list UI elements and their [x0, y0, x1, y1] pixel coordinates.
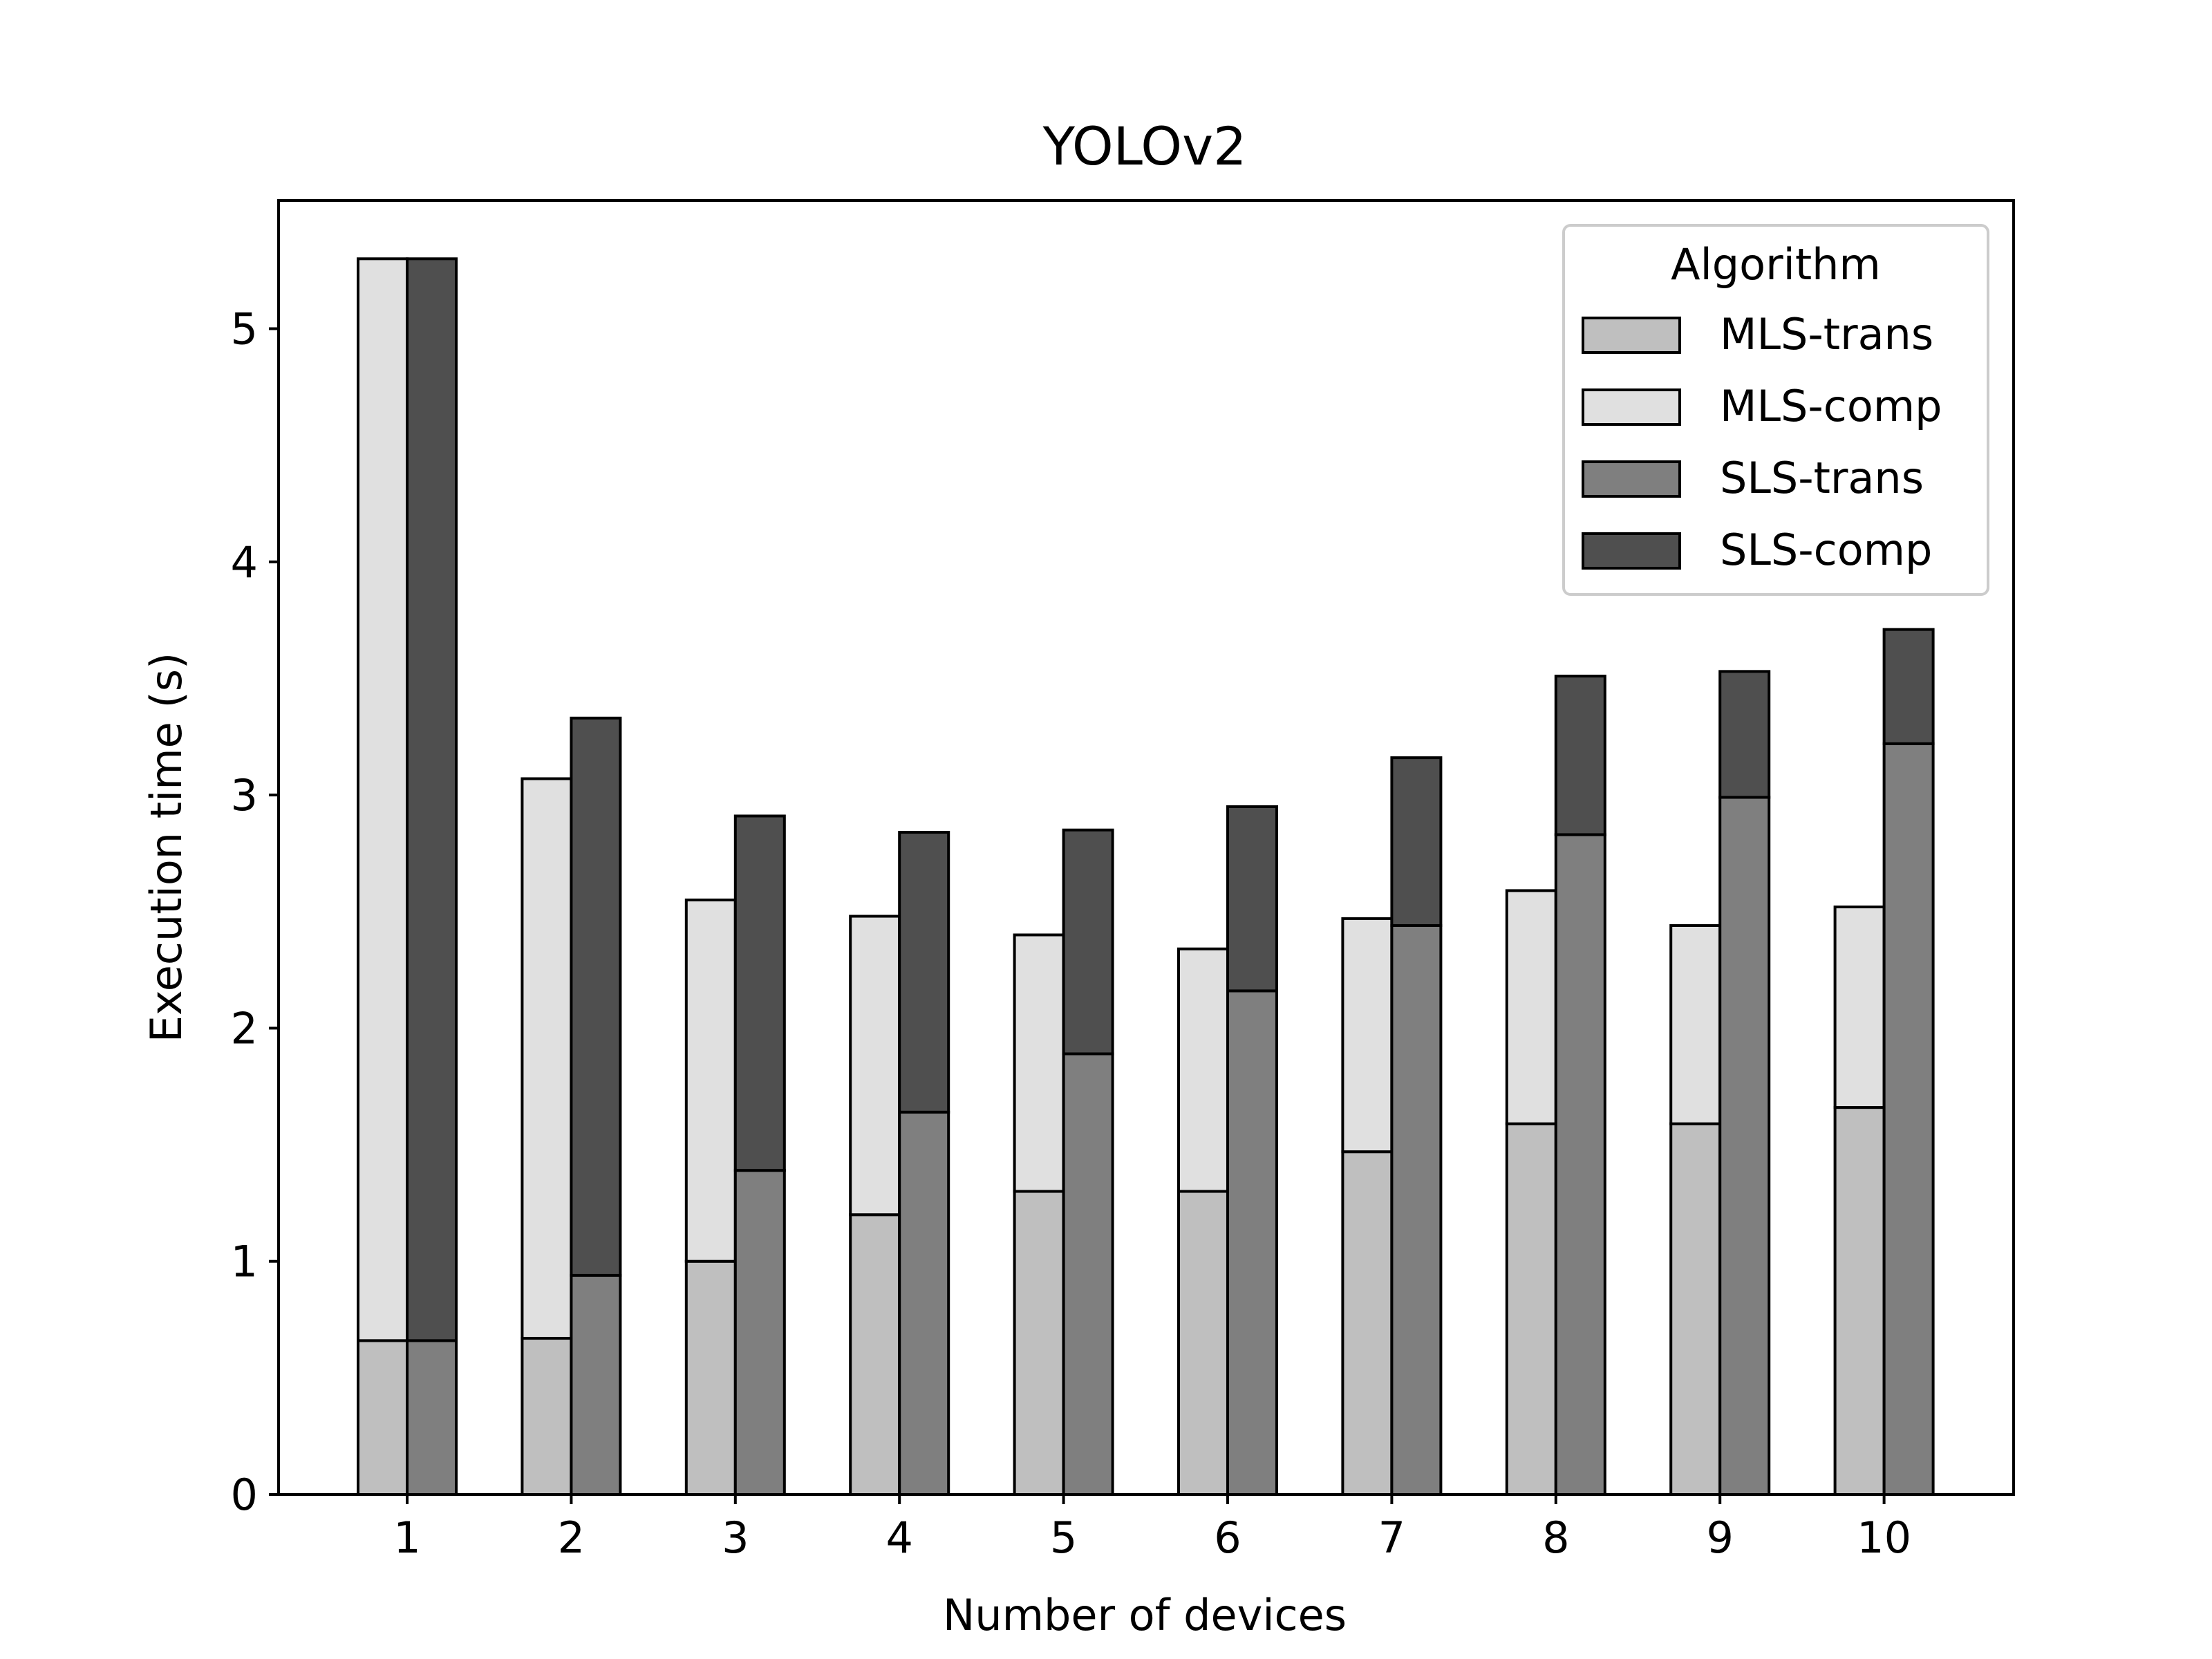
x-tick-label: 9 [1706, 1512, 1733, 1563]
bar-sls-comp-3 [733, 814, 786, 1172]
bar-mls-trans-8 [1505, 1122, 1557, 1496]
bar-sls-comp-6 [1226, 805, 1278, 993]
bar-mls-comp-2 [521, 777, 573, 1340]
bar-mls-trans-10 [1833, 1106, 1886, 1496]
bar-mls-comp-4 [849, 915, 901, 1217]
x-tick-label: 4 [885, 1512, 912, 1563]
plot-frame [277, 199, 2015, 1496]
bar-mls-trans-9 [1669, 1122, 1722, 1496]
bar-sls-comp-7 [1390, 756, 1443, 927]
bar-sls-trans-9 [1718, 796, 1771, 1496]
x-tick-label: 2 [558, 1512, 585, 1563]
x-tick-label: 8 [1542, 1512, 1569, 1563]
bar-group [357, 257, 1935, 1497]
bar-mls-comp-9 [1669, 924, 1722, 1125]
bar-mls-comp-3 [684, 898, 737, 1263]
x-tick-label: 3 [722, 1512, 749, 1563]
y-tick-label: 1 [231, 1237, 258, 1287]
bar-sls-comp-1 [406, 257, 458, 1342]
chart-title: YOLOv2 [1042, 115, 1247, 177]
bar-mls-trans-5 [1013, 1190, 1065, 1497]
y-axis-label: Execution time (s) [141, 653, 191, 1042]
bar-mls-trans-6 [1177, 1190, 1229, 1497]
legend-label-sls-comp: SLS-comp [1720, 525, 1932, 575]
y-tick-label: 3 [231, 770, 258, 821]
y-tick-label: 4 [231, 537, 258, 588]
bar-mls-trans-1 [357, 1339, 409, 1496]
bar-sls-comp-9 [1718, 670, 1771, 799]
legend-swatch-mls-comp [1582, 388, 1681, 426]
legend-swatch-sls-trans [1582, 460, 1681, 498]
bar-sls-trans-4 [898, 1110, 950, 1496]
bar-sls-trans-10 [1882, 742, 1935, 1496]
bar-sls-trans-5 [1062, 1052, 1114, 1496]
bar-mls-comp-8 [1505, 889, 1557, 1125]
x-axis: 1 2 3 4 5 6 7 8 9 10 [393, 1494, 1911, 1563]
legend-label-mls-comp: MLS-comp [1720, 381, 1942, 431]
bar-mls-trans-7 [1341, 1150, 1394, 1496]
bar-mls-trans-3 [684, 1259, 737, 1497]
x-tick-label: 5 [1050, 1512, 1077, 1563]
bar-mls-comp-6 [1177, 947, 1229, 1193]
x-tick-label: 10 [1857, 1512, 1911, 1563]
y-tick-label: 2 [231, 1003, 258, 1053]
bar-sls-trans-6 [1226, 989, 1278, 1496]
legend-swatch-mls-trans [1582, 317, 1681, 354]
bar-sls-trans-1 [406, 1339, 458, 1496]
bar-sls-comp-10 [1882, 628, 1935, 745]
bar-sls-comp-8 [1554, 675, 1606, 836]
y-tick-label: 5 [231, 304, 258, 355]
bar-sls-comp-2 [570, 716, 622, 1277]
bar-mls-comp-7 [1341, 917, 1394, 1154]
y-tick-label: 0 [231, 1470, 258, 1520]
x-axis-label: Number of devices [943, 1590, 1347, 1640]
legend-label-sls-trans: SLS-trans [1720, 453, 1924, 503]
bar-sls-trans-2 [570, 1273, 622, 1496]
legend-label-mls-trans: MLS-trans [1720, 309, 1933, 359]
legend: Algorithm MLS-trans MLS-comp SLS-trans SLS-… [1562, 224, 1989, 596]
bar-sls-trans-7 [1390, 924, 1443, 1497]
y-axis: 0 1 2 3 4 5 [231, 304, 279, 1520]
bar-mls-comp-10 [1833, 906, 1886, 1109]
legend-items: MLS-trans MLS-comp SLS-trans SLS-comp [1582, 309, 1942, 575]
legend-swatch-sls-comp [1582, 532, 1681, 570]
bar-mls-trans-2 [521, 1337, 573, 1497]
bar-mls-comp-1 [357, 257, 409, 1342]
bar-sls-comp-5 [1062, 828, 1114, 1056]
bar-sls-comp-4 [898, 831, 950, 1114]
x-tick-label: 6 [1214, 1512, 1241, 1563]
x-tick-label: 7 [1378, 1512, 1405, 1563]
bar-sls-trans-8 [1554, 833, 1606, 1496]
bar-mls-trans-4 [849, 1213, 901, 1497]
legend-title: Algorithm [1671, 239, 1881, 290]
bar-mls-comp-5 [1013, 933, 1065, 1193]
bar-sls-trans-3 [733, 1169, 786, 1496]
x-tick-label: 1 [393, 1512, 420, 1563]
